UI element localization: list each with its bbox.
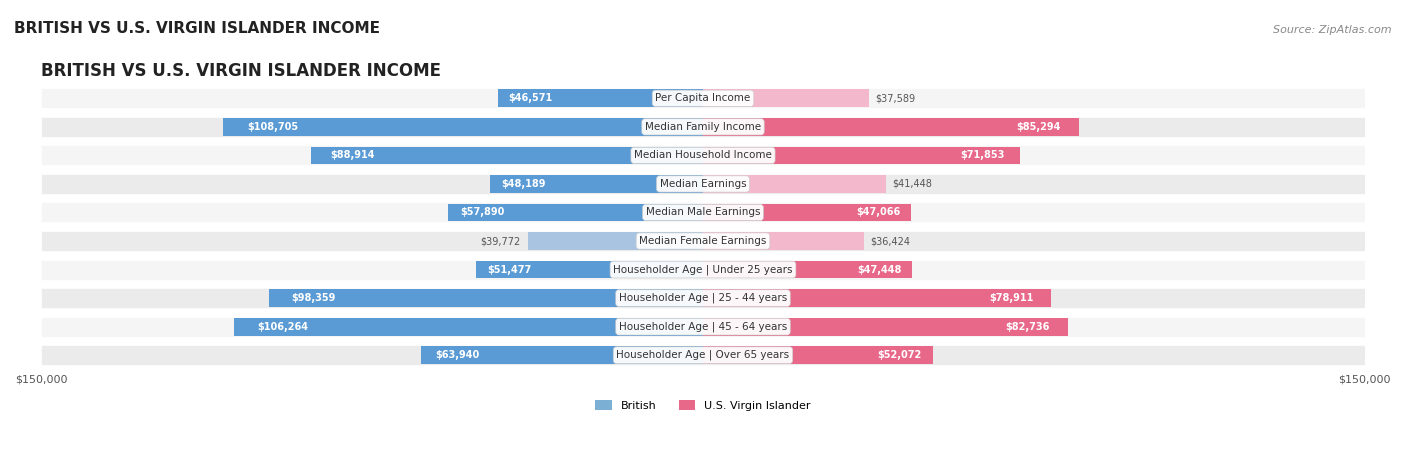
FancyBboxPatch shape	[224, 118, 703, 136]
Text: $82,736: $82,736	[1005, 322, 1050, 332]
Text: $41,448: $41,448	[893, 179, 932, 189]
FancyBboxPatch shape	[703, 118, 1080, 136]
FancyBboxPatch shape	[41, 88, 1365, 108]
Text: $85,294: $85,294	[1017, 122, 1060, 132]
Text: $47,066: $47,066	[856, 207, 900, 218]
Text: Median Household Income: Median Household Income	[634, 150, 772, 160]
FancyBboxPatch shape	[703, 204, 911, 221]
Text: $51,477: $51,477	[488, 265, 531, 275]
Text: Per Capita Income: Per Capita Income	[655, 93, 751, 103]
FancyBboxPatch shape	[703, 175, 886, 193]
Text: $63,940: $63,940	[434, 350, 479, 360]
FancyBboxPatch shape	[703, 289, 1052, 307]
Text: $88,914: $88,914	[330, 150, 375, 160]
FancyBboxPatch shape	[41, 345, 1365, 365]
Text: $108,705: $108,705	[247, 122, 298, 132]
Text: $46,571: $46,571	[508, 93, 553, 103]
Text: $52,072: $52,072	[877, 350, 921, 360]
Text: BRITISH VS U.S. VIRGIN ISLANDER INCOME: BRITISH VS U.S. VIRGIN ISLANDER INCOME	[41, 62, 441, 80]
Legend: British, U.S. Virgin Islander: British, U.S. Virgin Islander	[591, 396, 815, 415]
FancyBboxPatch shape	[498, 90, 703, 107]
Text: $48,189: $48,189	[501, 179, 546, 189]
Text: $47,448: $47,448	[858, 265, 901, 275]
Text: BRITISH VS U.S. VIRGIN ISLANDER INCOME: BRITISH VS U.S. VIRGIN ISLANDER INCOME	[14, 21, 380, 35]
FancyBboxPatch shape	[527, 232, 703, 250]
Text: Householder Age | Over 65 years: Householder Age | Over 65 years	[616, 350, 790, 361]
FancyBboxPatch shape	[41, 231, 1365, 251]
FancyBboxPatch shape	[41, 117, 1365, 137]
FancyBboxPatch shape	[41, 317, 1365, 337]
FancyBboxPatch shape	[475, 261, 703, 278]
Text: Householder Age | 25 - 44 years: Householder Age | 25 - 44 years	[619, 293, 787, 304]
Text: $39,772: $39,772	[481, 236, 520, 246]
Text: Householder Age | Under 25 years: Householder Age | Under 25 years	[613, 264, 793, 275]
Text: Median Earnings: Median Earnings	[659, 179, 747, 189]
FancyBboxPatch shape	[420, 347, 703, 364]
Text: Median Family Income: Median Family Income	[645, 122, 761, 132]
FancyBboxPatch shape	[235, 318, 703, 335]
Text: $106,264: $106,264	[257, 322, 309, 332]
Text: $57,890: $57,890	[460, 207, 505, 218]
FancyBboxPatch shape	[41, 145, 1365, 165]
Text: $78,911: $78,911	[990, 293, 1033, 303]
Text: Median Male Earnings: Median Male Earnings	[645, 207, 761, 218]
Text: Source: ZipAtlas.com: Source: ZipAtlas.com	[1274, 25, 1392, 35]
Text: Householder Age | 45 - 64 years: Householder Age | 45 - 64 years	[619, 321, 787, 332]
FancyBboxPatch shape	[703, 318, 1069, 335]
FancyBboxPatch shape	[703, 232, 863, 250]
Text: $36,424: $36,424	[870, 236, 910, 246]
FancyBboxPatch shape	[703, 347, 932, 364]
FancyBboxPatch shape	[703, 261, 912, 278]
FancyBboxPatch shape	[41, 174, 1365, 194]
FancyBboxPatch shape	[311, 147, 703, 164]
Text: $37,589: $37,589	[876, 93, 915, 103]
FancyBboxPatch shape	[41, 260, 1365, 280]
FancyBboxPatch shape	[491, 175, 703, 193]
FancyBboxPatch shape	[447, 204, 703, 221]
FancyBboxPatch shape	[703, 147, 1019, 164]
Text: $98,359: $98,359	[291, 293, 335, 303]
FancyBboxPatch shape	[703, 90, 869, 107]
Text: $71,853: $71,853	[960, 150, 1004, 160]
FancyBboxPatch shape	[269, 289, 703, 307]
FancyBboxPatch shape	[41, 288, 1365, 308]
Text: Median Female Earnings: Median Female Earnings	[640, 236, 766, 246]
FancyBboxPatch shape	[41, 203, 1365, 222]
